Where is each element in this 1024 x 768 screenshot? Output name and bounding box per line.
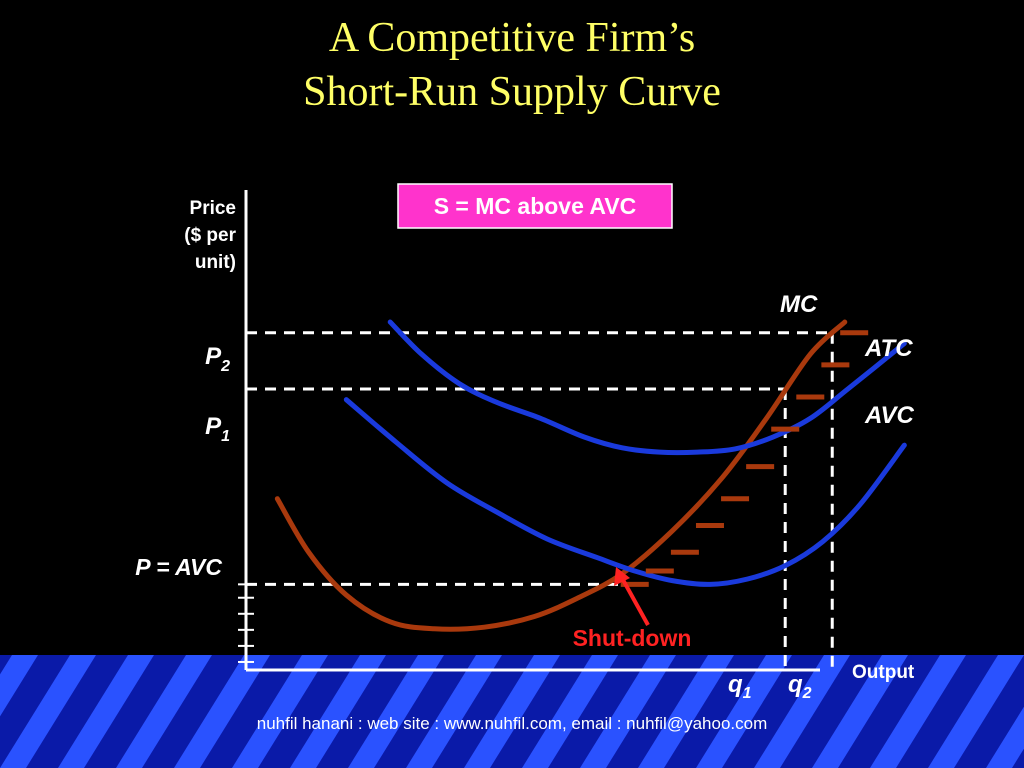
stripe [0,655,38,717]
shutdown-label: Shut-down [573,625,692,651]
curve-avc [343,397,907,587]
stripe [406,655,502,768]
stripe [0,655,96,768]
x-tick-q1: q1 [728,671,752,702]
stripe [580,655,676,768]
stripe [232,655,328,768]
stripe [348,655,444,768]
supply-hatch-marks [238,330,869,663]
stripe [522,655,618,768]
callout-text: S = MC above AVC [434,193,637,219]
y-axis-label-line-1: Price [190,198,236,219]
chart-axes [244,190,820,672]
stripe [986,706,1024,768]
stripe [174,655,270,768]
slide-footer: nuhfil hanani : web site : www.nuhfil.co… [256,714,768,733]
stripe [928,655,1024,768]
decorative-stripes [0,655,1024,768]
stripe [812,655,908,768]
stripe [870,655,966,768]
series-label-avc: AVC [864,402,915,429]
stripe [116,655,212,768]
shutdown-arrow [614,567,650,626]
y-tick-p2: P2 [205,343,230,375]
y-axis-label-line-2: ($ per [184,225,236,246]
series-label-mc: MC [780,291,818,318]
cost-curves [274,319,907,632]
curve-mc [274,319,848,632]
slide-title-line-1: A Competitive Firm’s [328,15,696,61]
y-tick-p-avc: P = AVC [135,554,222,580]
x-tick-q2: q2 [788,671,812,702]
stripe [754,655,850,768]
series-label-atc: ATC [864,335,913,362]
stripe [58,655,154,768]
curve-atc [387,319,907,456]
stripe [464,655,560,768]
stripe [638,655,734,768]
x-axis-label: Output [852,662,915,683]
slide-title-line-2: Short-Run Supply Curve [303,69,721,115]
price-quantity-guides [246,331,834,670]
stripe [696,655,792,768]
chart-labels: Price ($ per unit) Output S = MC above A… [135,183,915,702]
stripe [290,655,386,768]
y-tick-p1: P1 [205,413,230,445]
callout-box [397,183,673,229]
y-axis-label-line-3: unit) [195,252,236,273]
